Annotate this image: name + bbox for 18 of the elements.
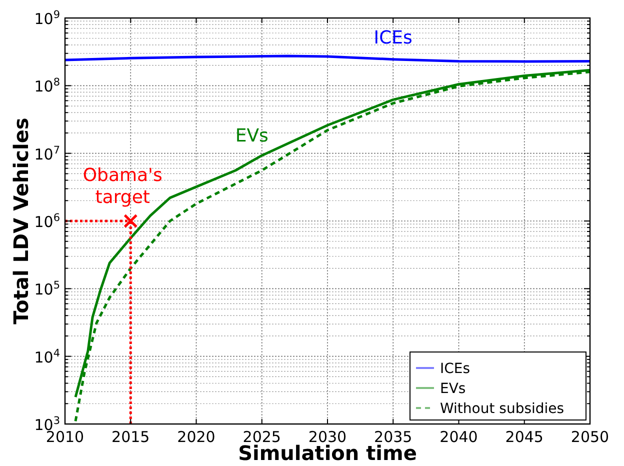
x-tick-label: 2045 — [505, 428, 544, 446]
annotation: Obama's target — [82, 165, 162, 208]
y-tick-label: 10$^{7}$ — [34, 144, 60, 164]
text: ICEs — [374, 27, 412, 48]
x-tick-label: 2020 — [177, 428, 216, 446]
y-axis-title: Total LDV Vehicles — [9, 118, 33, 324]
y-tick-label: 10$^{5}$ — [34, 280, 60, 299]
x-tick-label: 2050 — [570, 428, 610, 446]
y-tick-label: 10$^{6}$ — [34, 212, 60, 231]
text: EVs — [235, 125, 268, 146]
legend-label: ICEs — [440, 361, 470, 377]
x-tick-label: 2015 — [112, 428, 150, 446]
legend-label: EVs — [440, 381, 466, 397]
y-tick-label: 10$^{8}$ — [34, 76, 60, 96]
y-tick-label: 10$^{4}$ — [34, 347, 60, 366]
legend-label: Without subsidies — [440, 401, 564, 417]
y-tick-label: 10$^{9}$ — [34, 9, 60, 28]
x-tick-label: 2040 — [440, 428, 478, 446]
